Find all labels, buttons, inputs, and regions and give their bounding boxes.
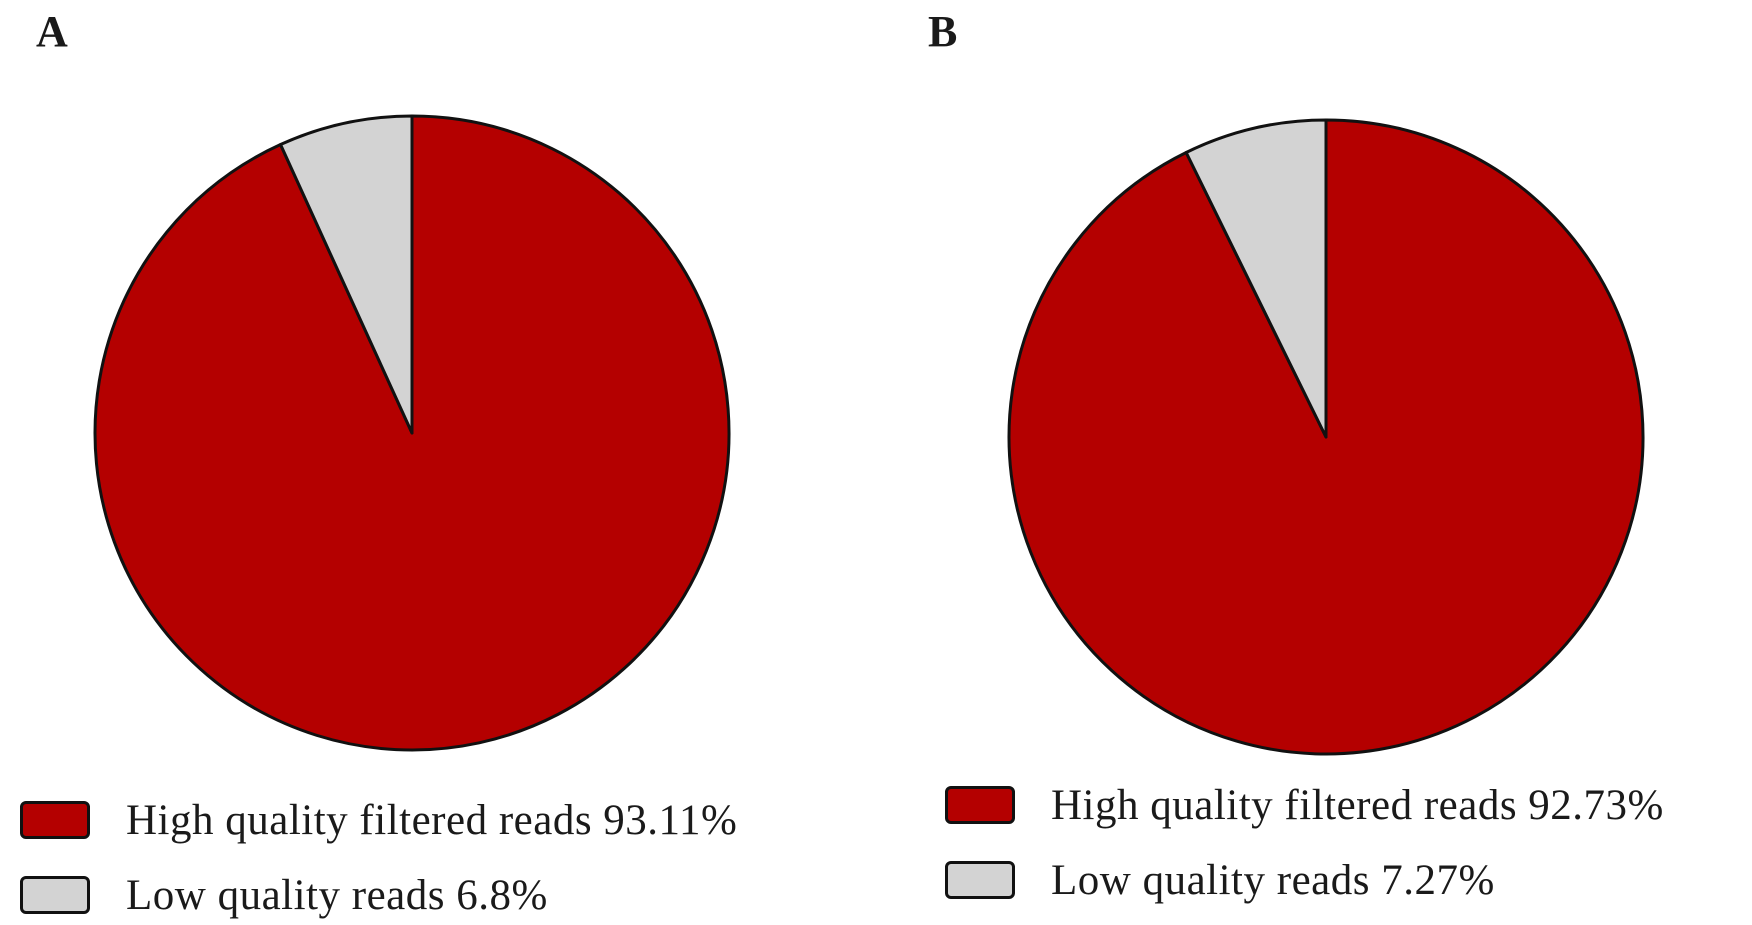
pie-panel-a: A High quality filtered reads 93.11% Low… xyxy=(0,0,876,924)
legend-item-low-quality-b: Low quality reads 7.27% xyxy=(945,850,1495,910)
pie-chart-b xyxy=(1007,118,1645,756)
legend-item-high-quality-a: High quality filtered reads 93.11% xyxy=(20,790,737,850)
legend-item-low-quality-a: Low quality reads 6.8% xyxy=(20,865,548,925)
panel-label-a: A xyxy=(36,7,68,56)
legend-label-high-quality-a: High quality filtered reads 93.11% xyxy=(126,796,738,844)
legend-label-high-quality-b: High quality filtered reads 92.73% xyxy=(1051,781,1664,829)
legend-swatch-high-quality-a xyxy=(20,801,90,839)
pie-chart-a xyxy=(93,114,731,752)
pie-slice-low-quality-a xyxy=(279,114,414,435)
pie-slice-low-quality-b xyxy=(1184,118,1328,439)
legend-swatch-low-quality-a xyxy=(20,876,90,914)
panel-label-b: B xyxy=(928,7,958,56)
pie-panel-b: B High quality filtered reads 92.73% Low… xyxy=(876,0,1752,924)
legend-item-high-quality-b: High quality filtered reads 92.73% xyxy=(945,775,1664,835)
legend-label-low-quality-b: Low quality reads 7.27% xyxy=(1051,856,1495,904)
legend-swatch-low-quality-b xyxy=(945,861,1015,899)
legend-label-low-quality-a: Low quality reads 6.8% xyxy=(126,871,548,919)
legend-swatch-high-quality-b xyxy=(945,786,1015,824)
